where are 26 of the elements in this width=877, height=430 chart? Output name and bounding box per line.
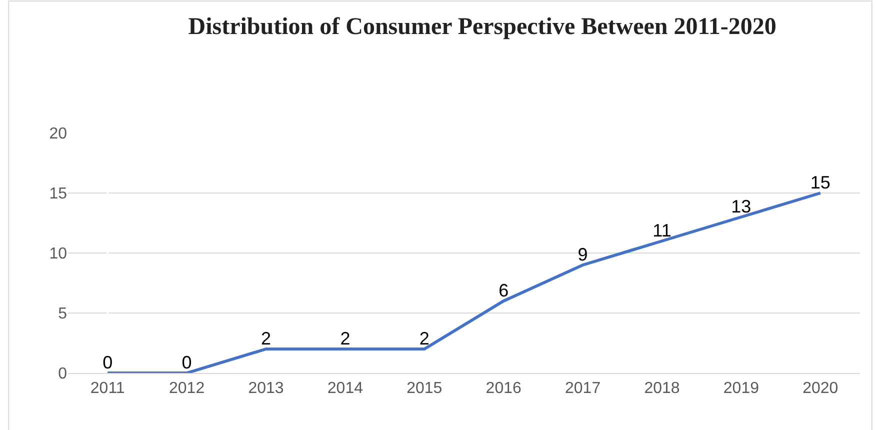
x-tick-label: 2019 (723, 380, 760, 398)
data-label: 11 (652, 220, 672, 240)
x-tick-label: 2012 (169, 380, 205, 398)
x-tick-label: 2014 (327, 380, 364, 398)
x-tick-label: 2020 (802, 380, 838, 398)
x-tick-label: 2017 (565, 380, 601, 398)
y-tick-label: 5 (58, 306, 68, 323)
x-tick-label: 2018 (644, 380, 680, 398)
data-label: 2 (260, 328, 272, 348)
data-label: 2 (340, 328, 350, 348)
data-label: 0 (102, 352, 113, 372)
x-tick-label: 2013 (248, 380, 284, 398)
data-label: 6 (498, 280, 509, 300)
data-label: 2 (419, 328, 430, 348)
y-tick-label: 20 (49, 126, 68, 143)
y-tick-label: 0 (58, 366, 68, 383)
data-label: 9 (578, 244, 588, 264)
chart-title: Distribution of Consumer Perspective Between 2011-2020 (188, 14, 776, 40)
y-tick-label: 15 (49, 186, 68, 203)
y-tick-label: 10 (49, 246, 68, 263)
data-label: 13 (731, 196, 752, 216)
x-tick-label: 2011 (90, 380, 125, 398)
data-label: 0 (182, 352, 192, 372)
x-tick-label: 2016 (486, 380, 522, 398)
data-label: 15 (810, 172, 830, 192)
x-tick-label: 2015 (406, 380, 442, 398)
